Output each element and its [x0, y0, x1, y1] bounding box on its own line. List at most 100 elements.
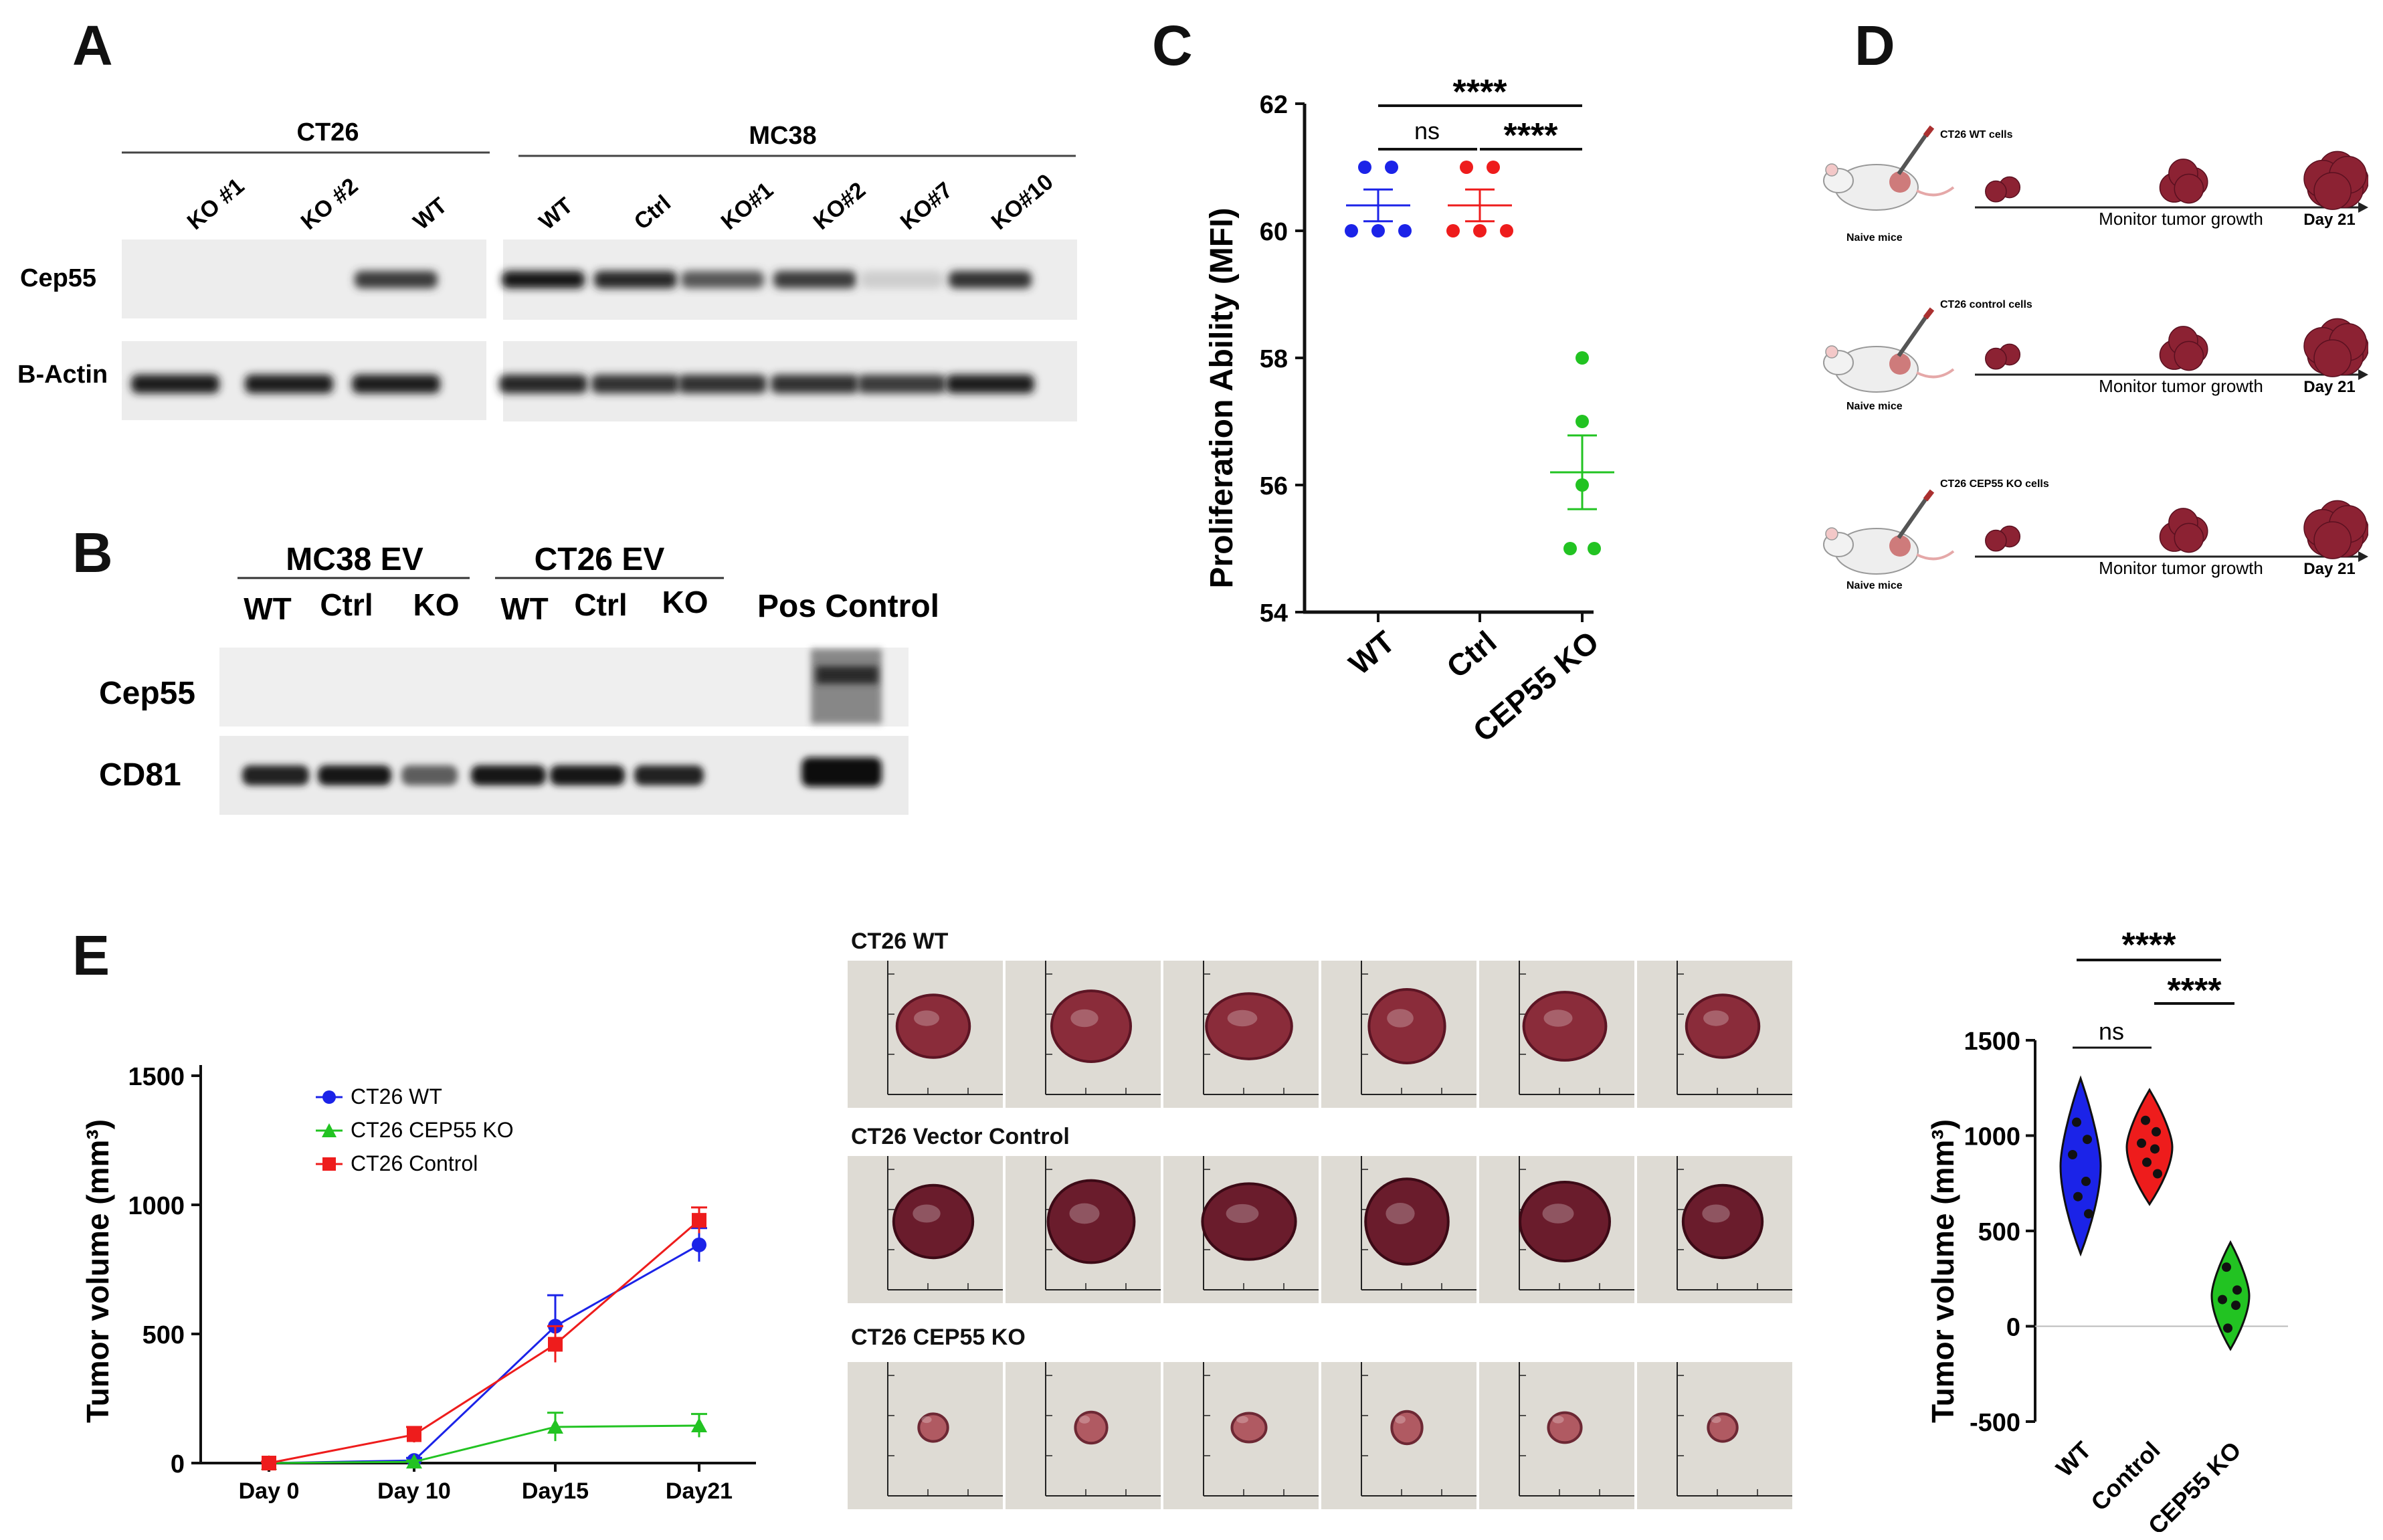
cells-label: CT26 control cells: [1940, 299, 2032, 310]
day-label: Day 21: [2303, 560, 2355, 578]
actin-band: [771, 375, 859, 393]
data-point: [262, 1456, 276, 1470]
tumor-photo: [1637, 961, 1792, 1108]
ct26-ev-label: CT26 EV: [535, 542, 665, 577]
syringe-plunger-icon: [1923, 125, 1935, 138]
row-label-cd81: CD81: [99, 757, 181, 793]
data-point: [2084, 1209, 2093, 1219]
data-point: [2081, 1176, 2091, 1186]
panel-b-blot: MC38 EV CT26 EV WT Ctrl KO WT Ctrl KO Po…: [99, 542, 939, 815]
cd81-band: [471, 765, 546, 785]
tumor-highlight: [1711, 1416, 1721, 1424]
mouse-ear-icon: [1825, 163, 1838, 177]
monitor-label: Monitor tumor growth: [2099, 558, 2263, 578]
lane-label: WT: [409, 193, 452, 235]
y-tick-label: 1000: [128, 1192, 185, 1220]
day-label: Day 21: [2303, 378, 2355, 396]
pos-control-label: Pos Control: [757, 589, 939, 624]
cells-label: CT26 CEP55 KO cells: [1940, 478, 2049, 490]
tumor-icon: [1985, 180, 2007, 203]
x-tick-label: Control: [2085, 1436, 2165, 1516]
data-point: [406, 1454, 422, 1469]
tumor-image: [1050, 989, 1133, 1063]
y-tick-label: -500: [1970, 1409, 2020, 1437]
syringe-plunger-icon: [1923, 489, 1935, 502]
schematic-row: CT26 WT cells Naive mice Monitor tumor gro…: [1823, 125, 2368, 244]
tumor-image: [1519, 1180, 1611, 1263]
cd81-band: [401, 765, 458, 785]
mouse-tail-icon: [1916, 368, 1955, 379]
mouse-ear-icon: [1825, 345, 1838, 359]
y-tick-label: 56: [1260, 472, 1288, 500]
lane-label: WT: [244, 591, 292, 626]
lane-label: KO#1: [717, 177, 778, 235]
photo-row-label: CT26 Vector Control: [851, 1124, 1070, 1149]
tumor-highlight: [1070, 1009, 1099, 1028]
legend-marker: [322, 1090, 336, 1104]
schematic-row: CT26 CEP55 KO cells Naive mice Monitor tum…: [1823, 478, 2368, 591]
tumor-highlight: [1395, 1415, 1406, 1424]
syringe-plunger-icon: [1923, 307, 1935, 320]
series-line: [268, 1424, 700, 1464]
schematic-row: CT26 control cells Naive mice Monitor tumo…: [1823, 299, 2368, 412]
x-ticks: Day 0 Day 10 Day15 Day21: [239, 1463, 733, 1504]
mice-label: Naive mice: [1846, 401, 1903, 412]
y-tick-label: 54: [1260, 599, 1288, 628]
y-ticks: 0 500 1000 1500: [128, 1063, 201, 1478]
y-ticks: 54 56 58 60 62: [1260, 91, 1305, 628]
y-tick-label: 62: [1260, 91, 1288, 119]
data-point: [1500, 224, 1513, 237]
lane-label: KO#2: [809, 177, 870, 235]
pos-control-cep55-band: [811, 649, 882, 724]
data-point: [1398, 224, 1412, 237]
tumor-icon: [2174, 173, 2204, 204]
arrowhead-icon: [2358, 202, 2368, 213]
legend-label: CT26 CEP55 KO: [351, 1118, 514, 1142]
mouse-tail-icon: [1916, 186, 1955, 197]
ct26-group-label: CT26: [297, 118, 359, 147]
x-tick-label: WT: [1342, 624, 1401, 682]
cep55-band: [502, 271, 585, 288]
tumor-photo: [848, 1156, 1003, 1303]
injection-site-icon: [1889, 171, 1911, 193]
lane-label: Ctrl: [574, 587, 627, 622]
cep55-band: [860, 271, 943, 288]
tumor-image: [1230, 1412, 1268, 1444]
data-point: [1446, 224, 1460, 237]
tumor-highlight: [1543, 1009, 1573, 1027]
tumor-icon: [1985, 529, 2007, 552]
mouse-tail-icon: [1916, 550, 1955, 561]
actin-bands: [131, 375, 1034, 393]
tumor-highlight: [921, 1416, 932, 1424]
cells-label: CT26 WT cells: [1940, 129, 2013, 140]
lane-label: Ctrl: [320, 587, 373, 622]
y-axis-label: Tumor volume (mm³): [80, 1119, 115, 1423]
actin-band: [858, 375, 946, 393]
cep55-bands: [355, 271, 1032, 288]
photo-row-label: CT26 WT: [851, 929, 949, 954]
photo-row-label: CT26 CEP55 KO: [851, 1325, 1026, 1350]
tumor-highlight: [1703, 1010, 1729, 1026]
tumor-image: [1046, 1179, 1136, 1264]
tumor-photo: [848, 1362, 1003, 1509]
blot-membrane-cep55: [219, 648, 909, 727]
syringe-icon: [1897, 132, 1929, 175]
tumor-image: [1364, 1177, 1450, 1266]
data-point: [1487, 161, 1500, 174]
panel-letter-b: B: [72, 521, 113, 584]
tumor-icon: [2313, 521, 2352, 559]
arrowhead-icon: [2358, 369, 2368, 380]
tumor-image: [1205, 992, 1293, 1060]
data-point: [2231, 1301, 2241, 1311]
lane-label: KO: [413, 587, 460, 622]
lane-labels-mc38: WT Ctrl KO#1 KO#2 KO#7 KO#10: [535, 169, 1058, 235]
data-point: [2153, 1169, 2162, 1179]
tumor-photo: [1163, 1156, 1319, 1303]
series-line: [268, 1220, 700, 1464]
data-point: [2068, 1150, 2077, 1159]
tumor-photo: [1006, 1362, 1161, 1509]
x-tick-label: Day 10: [377, 1478, 451, 1504]
tumor-highlight: [1542, 1204, 1574, 1224]
tumor-photo: [1321, 1156, 1476, 1303]
significance-brackets: **** **** ns: [2073, 926, 2234, 1049]
